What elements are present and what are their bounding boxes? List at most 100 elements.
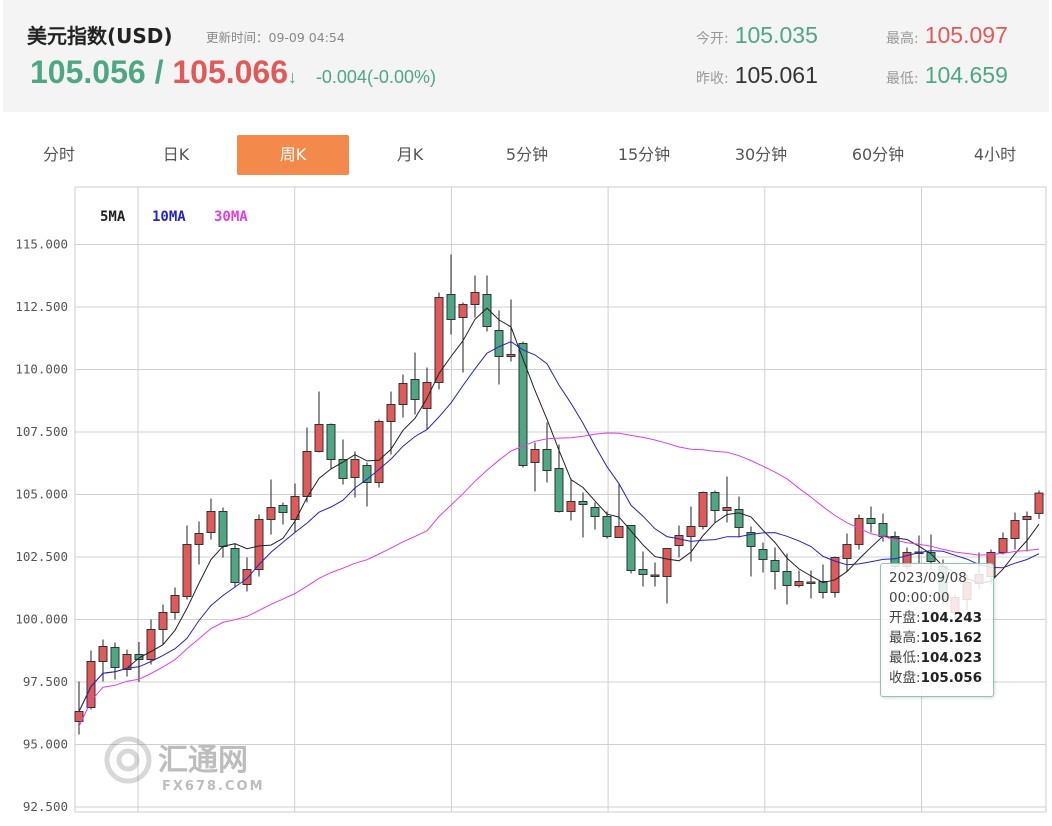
candle-body bbox=[350, 459, 360, 478]
candle-body bbox=[566, 501, 576, 512]
legend-30ma: 30MA bbox=[214, 209, 248, 225]
label: 开盘: bbox=[889, 610, 921, 626]
stat-value: 105.035 bbox=[734, 22, 818, 48]
stat-label: 最高: bbox=[886, 31, 919, 47]
stat-prev-close: 昨收: 105.061 bbox=[696, 62, 818, 89]
candle-body bbox=[854, 518, 864, 545]
tooltip-date: 2023/09/08 bbox=[889, 570, 967, 586]
ma-line-5ma bbox=[78, 307, 1040, 712]
tab-15min[interactable]: 15分钟 bbox=[617, 145, 671, 164]
y-tick-label: 97.500 bbox=[23, 674, 68, 689]
candle-body bbox=[482, 294, 492, 327]
candle-body bbox=[530, 449, 540, 463]
candle-body bbox=[470, 292, 480, 305]
candle-body bbox=[302, 451, 312, 497]
candle-body bbox=[218, 511, 228, 547]
tooltip-low: 最低:104.023 bbox=[889, 648, 993, 668]
candle-tooltip: 2023/09/08 00:00:00 开盘:104.243 最高:105.16… bbox=[880, 563, 994, 697]
candle-body bbox=[866, 518, 876, 524]
candle-body bbox=[1034, 492, 1044, 514]
candle-body bbox=[242, 569, 252, 585]
candle-body bbox=[422, 382, 432, 409]
candle-body bbox=[554, 468, 564, 512]
candle-body bbox=[278, 505, 288, 513]
stat-label: 今开: bbox=[696, 31, 729, 47]
ma-line-10ma bbox=[78, 341, 1040, 712]
candle-body bbox=[434, 297, 444, 383]
bid-price: 105.056 bbox=[30, 54, 146, 90]
candle-body bbox=[674, 535, 684, 546]
candle-body bbox=[158, 612, 168, 630]
price-change: -0.004(-0.00%) bbox=[315, 67, 436, 87]
stat-high: 最高: 105.097 bbox=[886, 22, 1008, 49]
stat-value: 104.659 bbox=[924, 62, 1008, 88]
stat-open: 今开: 105.035 bbox=[696, 22, 818, 49]
candle-body bbox=[650, 574, 660, 577]
legend-5ma: 5MA bbox=[100, 209, 126, 225]
candle-body bbox=[266, 507, 276, 520]
candle-body bbox=[98, 646, 108, 662]
tab-daily[interactable]: 日K bbox=[162, 145, 190, 164]
tab-4hour[interactable]: 4小时 bbox=[973, 145, 1017, 164]
candle-body bbox=[698, 492, 708, 527]
candle-body bbox=[602, 516, 612, 537]
candle-body bbox=[206, 511, 216, 533]
ask-price: 105.066 bbox=[172, 54, 289, 90]
price-line: 105.056 / 105.066↓ -0.004(-0.00%) bbox=[30, 54, 436, 91]
candle-body bbox=[194, 533, 204, 545]
tab-intraday[interactable]: 分时 bbox=[42, 145, 75, 164]
tab-weekly[interactable]: 周K bbox=[237, 135, 349, 175]
candle-body bbox=[458, 304, 468, 318]
candle-body bbox=[770, 560, 780, 572]
candle-body bbox=[1022, 516, 1032, 520]
watermark-text: 汇通网 FX678.COM bbox=[158, 735, 265, 794]
candle-body bbox=[818, 581, 828, 593]
candle-body bbox=[758, 549, 768, 560]
candle-body bbox=[254, 519, 264, 570]
update-label: 更新时间： bbox=[206, 30, 269, 45]
candle-body bbox=[878, 523, 888, 537]
candle-body bbox=[386, 404, 396, 422]
y-tick-label: 92.500 bbox=[23, 799, 68, 814]
candle-body bbox=[110, 647, 120, 668]
update-time: 更新时间：09-09 04:54 bbox=[206, 27, 345, 46]
tab-5min[interactable]: 5分钟 bbox=[505, 145, 549, 164]
y-tick-label: 110.000 bbox=[15, 362, 68, 377]
label: 最低: bbox=[889, 650, 921, 666]
candle-body bbox=[374, 421, 384, 483]
stat-low: 最低: 104.659 bbox=[886, 62, 1008, 89]
candle-body bbox=[710, 492, 720, 511]
candle-body bbox=[146, 629, 156, 660]
tab-60min[interactable]: 60分钟 bbox=[851, 145, 905, 164]
y-tick-label: 107.500 bbox=[15, 424, 68, 439]
ma-line-30ma bbox=[78, 432, 1040, 727]
candle-body bbox=[230, 548, 240, 583]
label: 最高: bbox=[889, 630, 921, 646]
candle-body bbox=[170, 595, 180, 613]
tab-monthly[interactable]: 月K bbox=[396, 145, 424, 164]
stat-label: 最低: bbox=[886, 71, 919, 87]
tooltip-close: 收盘:105.056 bbox=[889, 668, 993, 688]
tooltip-high: 最高:105.162 bbox=[889, 628, 993, 648]
candle-body bbox=[410, 379, 420, 400]
candle-body bbox=[746, 532, 756, 547]
y-tick-label: 102.500 bbox=[15, 549, 68, 564]
candle-body bbox=[326, 424, 336, 460]
candle-body bbox=[518, 343, 528, 466]
period-tabs: 分时 日K 周K 月K 5分钟 15分钟 30分钟 60分钟 4小时 bbox=[0, 135, 1052, 175]
y-tick-label: 100.000 bbox=[15, 612, 68, 627]
tooltip-time: 00:00:00 bbox=[889, 590, 950, 606]
tab-30min[interactable]: 30分钟 bbox=[734, 145, 788, 164]
candle-body bbox=[314, 424, 324, 452]
candle-body bbox=[134, 654, 144, 660]
candle-body bbox=[830, 557, 840, 593]
candle-body bbox=[926, 552, 936, 562]
candle-body bbox=[590, 507, 600, 517]
candlestick-chart[interactable]: 92.500 95.000 97.500 100.000 102.500 105.000 1… bbox=[0, 185, 1052, 826]
candle-body bbox=[446, 294, 456, 320]
watermark-logo bbox=[103, 735, 153, 789]
candle-body bbox=[686, 526, 696, 537]
candle-body bbox=[794, 581, 804, 586]
quote-header: 美元指数(USD) 更新时间：09-09 04:54 105.056 / 105… bbox=[3, 0, 1049, 112]
candle-body bbox=[122, 654, 132, 670]
